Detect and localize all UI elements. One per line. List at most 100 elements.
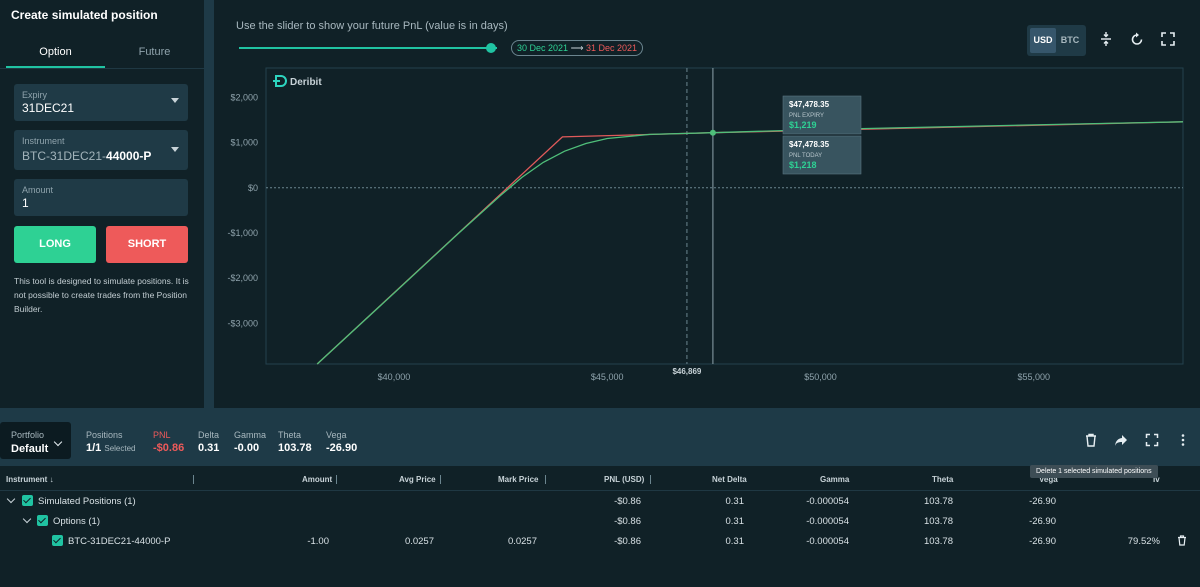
plot-frame (265, 67, 1184, 365)
amount-field[interactable]: Amount 1 (14, 179, 188, 216)
stat-vega-label: Vega (326, 430, 347, 440)
row-theta: 103.78 (923, 516, 953, 527)
stat-gamma-value: -0.00 (234, 442, 260, 454)
portfolio-label: Portfolio (11, 430, 45, 440)
deribit-logo-icon (275, 75, 287, 87)
sort-arrow-icon: ↓ (49, 475, 54, 484)
table-row[interactable]: Options (1) -$0.86 0.31 -0.000054 103.78… (0, 512, 1200, 531)
col-theta[interactable]: Theta (932, 475, 954, 484)
stat-vega-value: -26.90 (326, 442, 358, 454)
create-position-panel: Create simulated position Option Future … (0, 0, 204, 408)
stat-pnl: PNL -$0.86 (153, 430, 184, 454)
col-instrument[interactable]: Instrument ↓ (6, 475, 54, 484)
row-checkbox[interactable] (37, 515, 48, 526)
fullscreen-icon[interactable] (1160, 31, 1176, 47)
col-iv[interactable]: Iv (1153, 475, 1160, 484)
col-gamma[interactable]: Gamma (820, 475, 850, 484)
compress-icon[interactable] (1098, 31, 1114, 47)
long-button[interactable]: LONG (14, 226, 96, 263)
col-mark-price[interactable]: Mark Price (498, 475, 539, 484)
x-tick-label: $50,000 (804, 372, 837, 382)
short-button[interactable]: SHORT (106, 226, 188, 263)
col-instrument-label: Instrument (6, 475, 48, 484)
row-vega: -26.90 (1029, 516, 1056, 527)
portfolio-value: Default (11, 443, 49, 455)
currency-usd-button[interactable]: USD (1030, 28, 1056, 53)
days-slider-handle[interactable] (486, 43, 496, 53)
to-date: 31 Dec 2021 (585, 43, 638, 53)
current-price-label: $46,869 (672, 367, 701, 376)
tooltip-today-box (782, 135, 862, 175)
tooltip-today-label: PNL TODAY (789, 153, 822, 159)
arrow-right-icon: ⟶ (570, 43, 584, 53)
pnl-chart-panel: Use the slider to show your future PnL (… (214, 0, 1200, 408)
row-vega: -26.90 (1029, 496, 1056, 507)
x-tick-label: $55,000 (1017, 372, 1050, 382)
table-header: Instrument ↓ Amount Avg Price Mark Price… (0, 466, 1200, 491)
amount-label: Amount (22, 185, 54, 195)
date-range-pill: 30 Dec 2021 ⟶ 31 Dec 2021 (511, 40, 644, 56)
row-mark-price: 0.0257 (507, 536, 537, 547)
pnl-chart[interactable]: Deribit $2,000 $1,000 $0 -$1,000 -$2,000 -$3,… (214, 66, 1200, 386)
share-icon[interactable] (1114, 433, 1128, 447)
delete-row-icon[interactable] (1177, 535, 1187, 546)
instrument-value: BTC-31DEC21-44000-P (22, 149, 151, 163)
row-gamma: -0.000054 (806, 536, 849, 547)
currency-toggle: USD BTC (1027, 25, 1086, 56)
slider-hint: Use the slider to show your future PnL (… (236, 20, 508, 32)
y-tick-label: -$2,000 (227, 273, 258, 283)
tab-future[interactable]: Future (138, 46, 171, 58)
expiry-select[interactable]: Expiry 31DEC21 (14, 84, 188, 121)
x-tick-label: $40,000 (378, 372, 411, 382)
row-instrument: Options (1) (53, 516, 100, 527)
currency-btc-button[interactable]: BTC (1060, 35, 1080, 45)
deribit-brand: Deribit (290, 77, 322, 88)
row-checkbox[interactable] (22, 495, 33, 506)
fullscreen-icon[interactable] (1145, 433, 1159, 447)
y-tick-label: $1,000 (230, 138, 258, 148)
positions-table: Instrument ↓ Amount Avg Price Mark Price… (0, 466, 1200, 587)
table-row[interactable]: BTC-31DEC21-44000-P -1.00 0.0257 0.0257 … (0, 532, 1200, 551)
stat-pnl-value: -$0.86 (153, 442, 185, 454)
col-pnl-usd[interactable]: PNL (USD) (604, 475, 645, 484)
col-net-delta[interactable]: Net Delta (712, 475, 747, 484)
row-checkbox[interactable] (52, 535, 63, 546)
tabs-divider (0, 68, 204, 69)
amount-value[interactable]: 1 (22, 196, 29, 210)
column-divider (336, 475, 337, 484)
col-vega[interactable]: Vega (1039, 475, 1058, 484)
row-instrument: Simulated Positions (1) (38, 496, 136, 507)
column-divider (440, 475, 441, 484)
days-slider-track[interactable] (239, 47, 497, 49)
collapse-chevron-icon[interactable] (22, 514, 32, 524)
stat-gamma-label: Gamma (234, 430, 267, 440)
panel-title: Create simulated position (11, 8, 158, 22)
instrument-select[interactable]: Instrument BTC-31DEC21-44000-P (14, 130, 188, 170)
tooltip-expiry-price: $47,478.35 (789, 100, 830, 109)
reset-icon[interactable] (1129, 31, 1145, 47)
x-axis: $40,000 $45,000 $50,000 $55,000 (378, 372, 1050, 382)
trash-icon[interactable] (1084, 433, 1098, 447)
y-tick-label: -$1,000 (227, 228, 258, 238)
row-pnl: -$0.86 (614, 536, 641, 547)
row-theta: 103.78 (923, 536, 953, 547)
positions-section: Portfolio Default Positions 1/1 Selected… (0, 418, 1200, 587)
tooltip-today-value: $1,218 (789, 160, 817, 170)
more-icon[interactable] (1176, 433, 1190, 447)
tooltip-today-price: $47,478.35 (789, 140, 830, 149)
caret-down-icon (171, 98, 179, 103)
col-amount[interactable]: Amount (302, 475, 333, 484)
table-row[interactable]: Simulated Positions (1) -$0.86 0.31 -0.0… (0, 492, 1200, 511)
expiry-value: 31DEC21 (22, 101, 75, 115)
tab-option[interactable]: Option (6, 40, 105, 68)
tooltip-expiry-label: PNL EXPIRY (789, 113, 824, 119)
portfolio-select[interactable]: Portfolio Default (0, 422, 71, 459)
delete-tooltip: Delete 1 selected simulated positions (1030, 465, 1158, 478)
col-avg-price[interactable]: Avg Price (399, 475, 436, 484)
stat-gamma: Gamma -0.00 (234, 430, 266, 454)
instrument-strike: 44000-P (106, 149, 152, 163)
column-divider (545, 475, 546, 484)
collapse-chevron-icon[interactable] (6, 494, 16, 504)
stat-delta-label: Delta (198, 430, 220, 440)
row-delta: 0.31 (725, 536, 745, 547)
